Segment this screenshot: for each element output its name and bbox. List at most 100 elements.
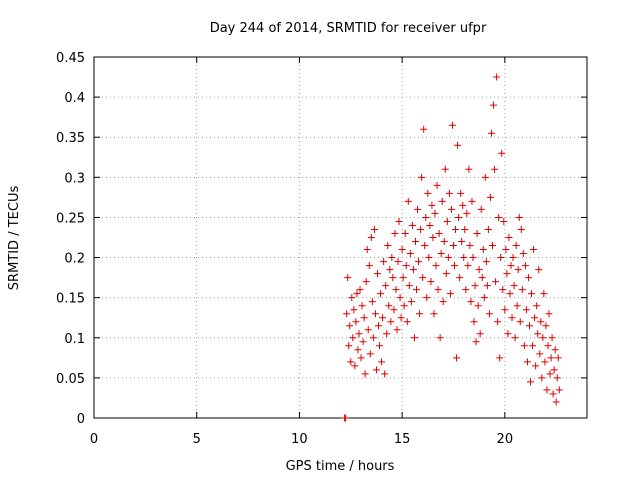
data-point [550, 366, 558, 374]
data-point [352, 318, 360, 326]
data-point [484, 225, 492, 233]
data-point [347, 358, 355, 366]
data-point [535, 266, 543, 274]
data-point [487, 129, 495, 137]
data-point [434, 286, 442, 294]
data-point [452, 225, 460, 233]
data-point [372, 366, 380, 374]
data-point [349, 334, 357, 342]
data-point [530, 246, 538, 254]
data-point [548, 334, 556, 342]
data-point [531, 314, 539, 322]
data-point [453, 354, 461, 362]
data-point [415, 258, 423, 266]
data-point [491, 165, 499, 173]
data-point [514, 266, 522, 274]
data-point [449, 242, 457, 250]
data-point [365, 262, 373, 270]
data-point [392, 286, 400, 294]
data-point [361, 370, 369, 378]
data-point [538, 374, 546, 382]
data-point [481, 173, 489, 181]
data-point [381, 370, 389, 378]
data-point [542, 322, 550, 330]
plot-frame [93, 56, 588, 419]
data-point [406, 250, 414, 258]
data-point [455, 213, 463, 221]
data-point [504, 330, 512, 338]
data-point [469, 254, 477, 262]
data-point [468, 197, 476, 205]
data-point [476, 330, 484, 338]
data-point [485, 310, 493, 318]
data-point [546, 370, 554, 378]
data-point [371, 310, 379, 318]
data-point [461, 225, 469, 233]
data-point [351, 362, 359, 370]
data-point [354, 346, 362, 354]
data-point [378, 358, 386, 366]
data-point [363, 246, 371, 254]
data-point [389, 274, 397, 282]
data-point [395, 217, 403, 225]
data-point [493, 73, 501, 81]
data-point [465, 165, 473, 173]
data-point [424, 189, 432, 197]
data-point [489, 242, 497, 250]
data-point [544, 342, 552, 350]
data-point [407, 298, 415, 306]
data-point [507, 262, 515, 270]
data-point [393, 326, 401, 334]
x-tick-label: 5 [193, 432, 201, 447]
data-point [496, 354, 504, 362]
chart-title: Day 244 of 2014, SRMTID for receiver ufp… [210, 21, 487, 36]
grid-lines [94, 57, 587, 418]
data-point [473, 229, 481, 237]
data-point [391, 229, 399, 237]
data-point [486, 193, 494, 201]
data-point [350, 306, 358, 314]
data-point [502, 246, 510, 254]
data-point [501, 306, 509, 314]
data-point [475, 266, 483, 274]
data-point [442, 270, 450, 278]
data-point [495, 213, 503, 221]
data-point [511, 334, 519, 342]
data-point [368, 298, 376, 306]
data-point [387, 318, 395, 326]
data-point [396, 294, 404, 302]
data-point [448, 121, 456, 129]
y-tick-label: 0.3 [64, 171, 85, 186]
data-point [456, 274, 464, 282]
data-point [420, 125, 428, 133]
data-point [498, 149, 506, 157]
y-tick-label: 0.45 [56, 51, 85, 66]
data-point [539, 334, 547, 342]
data-point [517, 225, 525, 233]
data-point [444, 254, 452, 262]
data-point [438, 197, 446, 205]
data-point [520, 342, 528, 350]
data-point [552, 398, 560, 406]
data-point [345, 342, 353, 350]
data-point [459, 201, 467, 209]
data-point [494, 318, 502, 326]
data-point [404, 197, 412, 205]
y-tick-label: 0.2 [64, 252, 85, 267]
data-point [414, 205, 422, 213]
data-point [369, 334, 377, 342]
data-point [472, 338, 480, 346]
data-point [509, 254, 517, 262]
data-point [518, 286, 526, 294]
data-points [341, 73, 563, 422]
data-point [375, 322, 383, 330]
data-point [522, 306, 530, 314]
data-point [425, 254, 433, 262]
data-point [443, 217, 451, 225]
data-point [428, 201, 436, 209]
y-axis-label: SRMTID / TECUs [7, 186, 22, 291]
data-point [505, 234, 513, 241]
data-point [344, 274, 352, 282]
data-point [379, 314, 387, 322]
